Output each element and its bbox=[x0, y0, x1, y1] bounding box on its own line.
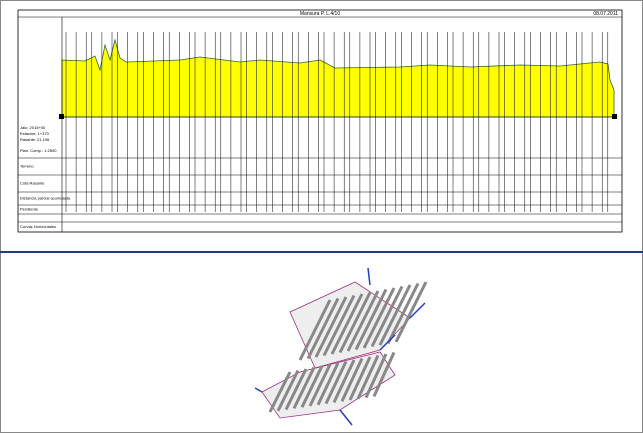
furrow bbox=[362, 287, 396, 349]
furrow bbox=[314, 296, 348, 358]
furrow bbox=[324, 360, 348, 405]
row-label: Terreno bbox=[20, 164, 34, 169]
sheet-title: Mansura P. L.4/10 bbox=[300, 11, 340, 17]
info-text: Rasante: 21.196 bbox=[20, 137, 50, 142]
info-text: Jalo: 2015+00 bbox=[20, 125, 46, 130]
furrow bbox=[316, 362, 340, 406]
furrow bbox=[378, 284, 412, 346]
info-text: Estacion: 1+370 bbox=[20, 131, 50, 136]
furrow bbox=[330, 293, 364, 355]
furrow bbox=[356, 354, 380, 400]
guitar-rows: Terreno Cota Rasante Distancia parcial acu… bbox=[18, 17, 622, 232]
furrow bbox=[332, 359, 356, 404]
furrow bbox=[268, 371, 292, 413]
furrow bbox=[364, 353, 388, 399]
furrow bbox=[292, 366, 316, 410]
furrow bbox=[298, 299, 332, 361]
furrow bbox=[340, 357, 364, 402]
furrow bbox=[308, 363, 332, 407]
furrow bbox=[346, 290, 380, 352]
row-label: Distancia parcial acumulada bbox=[20, 196, 71, 201]
arrows bbox=[254, 267, 426, 426]
profile-sheet: Mansura P. L.4/10 08.07.2011 Jalo: 2015+… bbox=[17, 9, 623, 233]
furrow bbox=[372, 351, 396, 398]
furrow bbox=[348, 356, 372, 401]
sheet-date: 08.07.2011 bbox=[593, 11, 618, 17]
station-lines bbox=[65, 32, 609, 212]
furrows bbox=[268, 281, 428, 413]
furrow bbox=[284, 368, 308, 411]
grip bbox=[59, 114, 64, 119]
furrow bbox=[322, 294, 356, 357]
terrain-area bbox=[61, 38, 615, 118]
furrow bbox=[386, 282, 420, 345]
furrow bbox=[338, 291, 372, 354]
furrow bbox=[394, 281, 428, 343]
row-label: Cota Rasante bbox=[20, 181, 45, 186]
furrow bbox=[300, 365, 324, 408]
row-label: Pendiente bbox=[20, 207, 39, 212]
furrow bbox=[276, 369, 300, 412]
plan-text: Plan. Comp.: 1:2500 bbox=[20, 148, 57, 153]
furrow bbox=[370, 285, 404, 348]
furrow bbox=[354, 288, 388, 351]
plan-view bbox=[254, 267, 428, 426]
row-label: Curvas Horizontales bbox=[20, 224, 56, 229]
furrow bbox=[306, 297, 340, 360]
grip bbox=[612, 114, 617, 119]
frame bbox=[17, 9, 623, 233]
